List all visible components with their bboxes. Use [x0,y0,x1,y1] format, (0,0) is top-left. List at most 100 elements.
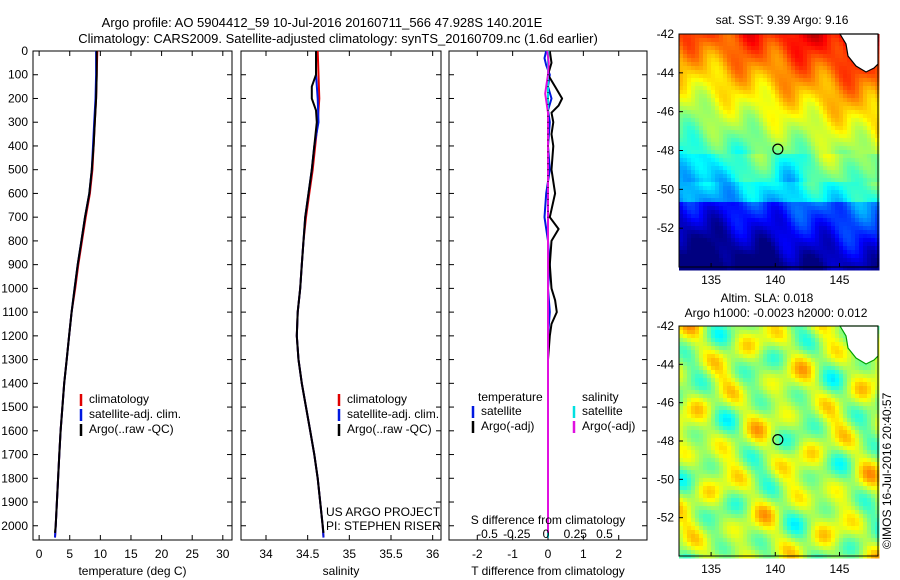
map-cell [687,86,692,91]
map-cell [695,86,700,91]
map-cell [795,438,800,443]
map-cell [731,118,736,123]
map-cell [851,222,856,227]
map-cell [779,182,784,187]
map-cell [839,262,844,267]
map-cell [863,430,868,435]
map-cell [823,158,828,163]
map-cell [799,390,804,395]
map-cell [679,206,684,211]
map-cell [855,442,860,447]
map-cell [759,126,764,131]
map-cell [827,334,832,339]
map-cell [747,254,752,259]
map-cell [855,258,860,263]
map-cell [687,54,692,59]
map-cell [683,90,688,95]
map-cell [859,426,864,431]
map-cell [679,70,684,75]
map-cell [783,254,788,259]
map-cell [775,234,780,239]
map-cell [735,62,740,67]
map-cell [779,246,784,251]
legend-label: satellite [481,404,522,418]
map-cell [811,190,816,195]
map-cell [839,206,844,211]
map-cell [723,350,728,355]
map-cell [875,178,880,183]
map-cell [739,114,744,119]
map-cell [823,130,828,135]
map-cell [867,118,872,123]
map-cell [707,158,712,163]
map-cell [847,434,852,439]
map-cell [719,246,724,251]
map-cell [775,346,780,351]
map-cell [803,374,808,379]
map-cell [687,218,692,223]
map-cell [711,198,716,203]
map-cell [863,190,868,195]
map-cell [747,362,752,367]
map-cell [771,106,776,111]
map-cell [691,350,696,355]
map-cell [679,410,684,415]
map-cell [823,50,828,55]
map-cell [715,82,720,87]
map-cell [823,38,828,43]
map-cell [787,130,792,135]
map-cell [835,150,840,155]
map-cell [815,390,820,395]
map-cell [691,230,696,235]
map-cell [783,174,788,179]
map-cell [759,378,764,383]
map-cell [759,186,764,191]
map-cell [799,266,804,271]
map-cell [823,386,828,391]
map-cell [819,202,824,207]
map-cell [847,382,852,387]
map-cell [795,414,800,419]
map-cell [871,378,876,383]
map-cell [863,370,868,375]
map-cell [835,418,840,423]
map-cell [779,330,784,335]
map-cell [867,190,872,195]
map-cell [867,198,872,203]
map-cell [799,234,804,239]
map-cell [835,146,840,151]
map-cell [711,170,716,175]
map-cell [683,354,688,359]
map-cell [759,106,764,111]
map-cell [787,398,792,403]
map-cell [811,78,816,83]
map-cell [739,174,744,179]
map-cell [867,390,872,395]
map-cell [839,130,844,135]
map-cell [799,342,804,347]
map-cell [795,334,800,339]
map-cell [815,418,820,423]
map-cell [695,326,700,331]
map-cell [767,226,772,231]
map-cell [759,258,764,263]
map-cell [711,462,716,467]
map-cell [819,458,824,463]
map-cell [791,42,796,47]
map-cell [699,362,704,367]
map-cell [731,442,736,447]
map-cell [703,346,708,351]
map-cell [731,402,736,407]
map-cell [851,74,856,79]
map-cell [735,342,740,347]
map-cell [851,370,856,375]
map-cell [779,414,784,419]
map-cell [843,210,848,215]
map-cell [703,426,708,431]
map-cell [775,126,780,131]
map-cell [823,230,828,235]
map-cell [767,362,772,367]
map-cell [819,226,824,231]
map-cell [831,330,836,335]
map-cell [767,262,772,267]
